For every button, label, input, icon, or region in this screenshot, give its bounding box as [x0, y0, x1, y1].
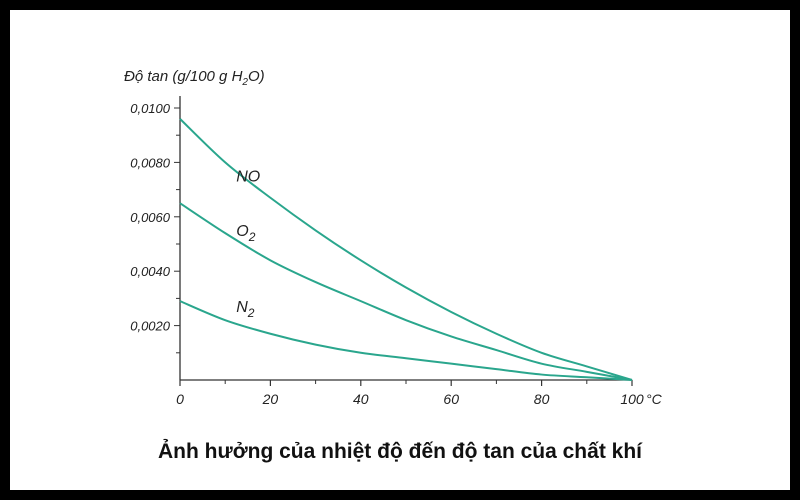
series-line-n2: [179, 300, 633, 381]
y-tick-label: 0,0020: [130, 319, 171, 334]
series-label-subscript: 2: [248, 230, 256, 244]
y-axis-label-sub: 2: [242, 77, 248, 88]
series-label-no: NO: [236, 168, 260, 185]
x-tick-label: 60: [443, 391, 459, 407]
y-tick-label: 0,0100: [130, 101, 171, 116]
y-axis-label-suffix: O): [247, 68, 265, 85]
y-axis-label-prefix: Độ tan (g/100 g H: [124, 68, 243, 85]
x-unit-label: °C: [646, 391, 663, 407]
ticks: 0 20 40 60 80 100 °C 0,0020 0,0040 0,0060 0,0080 0,…: [130, 101, 662, 407]
x-tick-label: 100: [620, 391, 644, 407]
y-axis-label: Độ tan (g/100 g H2O): [124, 68, 265, 88]
series-label-subscript: 2: [247, 306, 255, 320]
chart-title: Ảnh hưởng của nhiệt độ đến độ tan của ch…: [158, 440, 642, 463]
series-label-n2: N2: [236, 299, 255, 320]
y-tick-label: 0,0080: [130, 155, 171, 170]
x-tick-label: 80: [534, 391, 550, 407]
series-line-no: [179, 118, 633, 381]
y-tick-label: 0,0040: [130, 264, 171, 279]
chart-frame: [10, 10, 790, 490]
x-tick-label: 0: [176, 391, 184, 407]
x-tick-label: 20: [262, 391, 279, 407]
x-tick-label: 40: [353, 391, 369, 407]
series-group: [179, 118, 633, 381]
y-tick-label: 0,0060: [130, 210, 171, 225]
series-line-o2: [179, 202, 633, 381]
